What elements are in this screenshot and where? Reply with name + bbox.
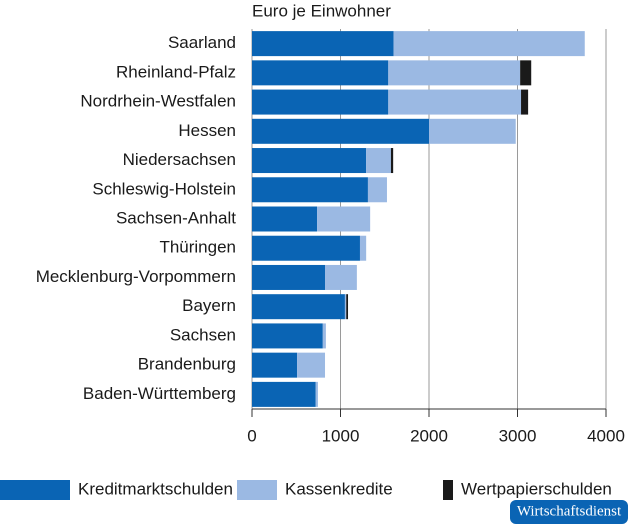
bar-segment <box>322 323 326 349</box>
bar-segment <box>252 323 323 349</box>
bar-segment <box>315 381 318 407</box>
bar-segment <box>366 148 391 174</box>
bar-segment <box>252 352 298 378</box>
bar-segment <box>521 89 529 115</box>
bar-segment <box>520 60 532 86</box>
y-tick-label: Brandenburg <box>138 355 236 374</box>
bar-segment <box>429 118 516 144</box>
y-tick-label: Bayern <box>182 296 236 315</box>
bar-segment <box>388 60 521 86</box>
bar-segment <box>388 89 522 115</box>
y-tick-label: Rheinland-Pfalz <box>116 62 236 81</box>
bar-segment <box>344 294 347 320</box>
legend-swatch <box>443 480 453 500</box>
legend-swatch <box>0 480 70 500</box>
bar-segment <box>317 206 371 232</box>
y-tick-label: Sachsen-Anhalt <box>116 208 236 227</box>
y-tick-label: Mecklenburg-Vorpommern <box>36 267 236 286</box>
legend-label: Kreditmarktschulden <box>78 479 233 498</box>
x-tick-label: 4000 <box>587 426 625 445</box>
logo-box <box>510 500 628 524</box>
y-tick-label: Nordrhein-Westfalen <box>80 92 236 111</box>
legend-label: Wertpapierschulden <box>461 479 612 498</box>
x-tick-label: 2000 <box>410 426 448 445</box>
y-tick-label: Thüringen <box>159 238 236 257</box>
bar-segment <box>252 148 367 174</box>
legend-label: Kassenkredite <box>285 479 393 498</box>
y-tick-label: Niedersachsen <box>123 150 236 169</box>
bar-segment <box>252 60 389 86</box>
bar-segment <box>252 264 326 290</box>
logo: Wirtschaftsdienst <box>517 503 622 519</box>
axis-label: Euro je Einwohner <box>252 1 391 20</box>
y-tick-label: Baden-Württemberg <box>83 384 236 403</box>
bar-segment <box>367 177 387 203</box>
legend-swatch <box>237 480 277 500</box>
bar-segment <box>346 294 349 320</box>
bar-segment <box>252 89 389 115</box>
bar-segment <box>390 148 394 174</box>
bar-segment <box>393 31 585 57</box>
y-tick-label: Sachsen <box>170 325 236 344</box>
bar-segment <box>252 294 345 320</box>
x-tick-label: 1000 <box>322 426 360 445</box>
x-tick-label: 0 <box>247 426 256 445</box>
bar-segment <box>252 177 368 203</box>
bar-segment <box>325 264 357 290</box>
bar-segment <box>359 235 367 261</box>
y-tick-label: Schleswig-Holstein <box>92 179 236 198</box>
bar-segment <box>252 235 360 261</box>
x-tick-label: 3000 <box>499 426 537 445</box>
y-tick-label: Hessen <box>178 121 236 140</box>
bar-segment <box>252 31 394 57</box>
bar-segment <box>297 352 326 378</box>
bar-segment <box>252 381 316 407</box>
bar-segment <box>252 206 318 232</box>
bar-segment <box>252 118 429 144</box>
y-tick-label: Saarland <box>168 33 236 52</box>
